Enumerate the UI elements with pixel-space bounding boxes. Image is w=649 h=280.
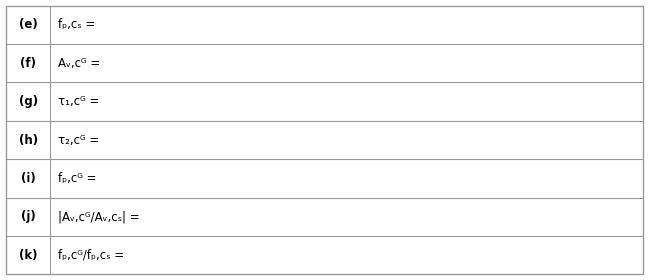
Text: τ₁,ᴄᴳ =: τ₁,ᴄᴳ = [58,95,99,108]
Text: τ₂,ᴄᴳ =: τ₂,ᴄᴳ = [58,134,99,146]
Text: (e): (e) [19,18,38,31]
Text: (g): (g) [19,95,38,108]
Text: (k): (k) [19,249,38,262]
Text: fₚ,ᴄₛ =: fₚ,ᴄₛ = [58,18,95,31]
Text: (h): (h) [19,134,38,146]
Text: |Aᵥ,ᴄᴳ/Aᵥ,ᴄₛ| =: |Aᵥ,ᴄᴳ/Aᵥ,ᴄₛ| = [58,210,139,223]
Text: Aᵥ,ᴄᴳ =: Aᵥ,ᴄᴳ = [58,57,100,70]
Text: (i): (i) [21,172,36,185]
Text: (f): (f) [20,57,36,70]
Text: (j): (j) [21,210,36,223]
Text: fₚ,ᴄᴳ/fₚ,ᴄₛ =: fₚ,ᴄᴳ/fₚ,ᴄₛ = [58,249,124,262]
Text: fₚ,ᴄᴳ =: fₚ,ᴄᴳ = [58,172,96,185]
